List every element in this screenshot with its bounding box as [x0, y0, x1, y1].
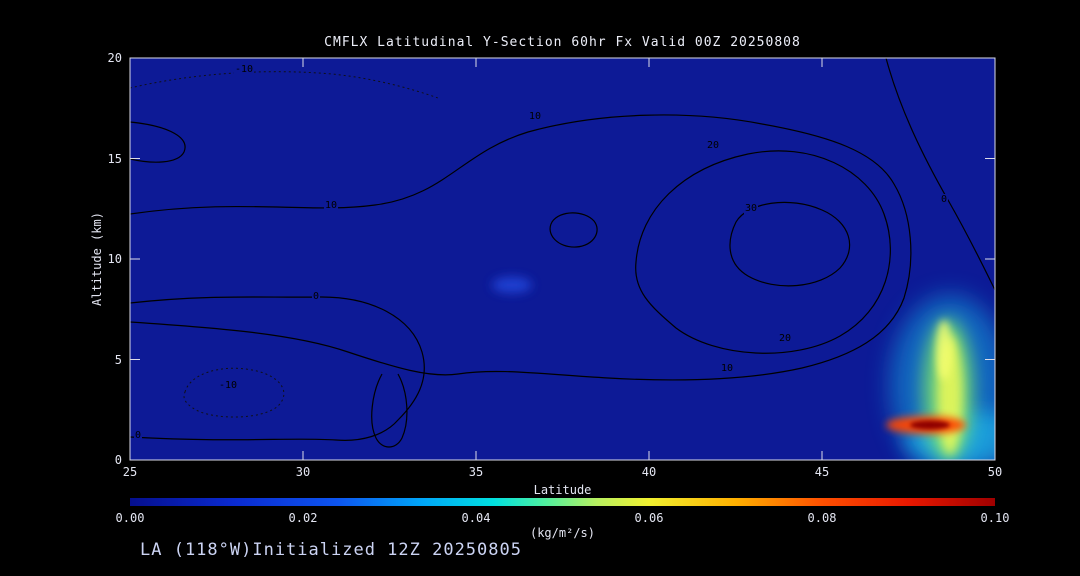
- y-tick-0: 0: [114, 453, 122, 467]
- colorbar-tick-004: 0.04: [461, 511, 491, 525]
- contour-label: 20: [706, 140, 721, 152]
- plot-area-background: [130, 58, 995, 460]
- x-tick-45: 45: [814, 465, 830, 479]
- contour-line-bottom-notch: [371, 373, 408, 448]
- x-tick-40: 40: [641, 465, 657, 479]
- contour-label: 0: [312, 291, 321, 303]
- y-tick-15: 15: [107, 152, 122, 166]
- colorbar-units-label: (kg/m²/s): [529, 526, 596, 540]
- contour-label: 0: [134, 430, 143, 442]
- contour-label: -10: [218, 380, 239, 392]
- axis-ticks: [129, 57, 996, 461]
- contour-line-10-outer: [130, 114, 912, 381]
- contour-label: 0: [940, 194, 949, 206]
- contour-label: 30: [744, 203, 759, 215]
- colorbar-tick-006: 0.06: [634, 511, 664, 525]
- dashed-contours: [130, 71, 439, 418]
- contour-line-30-west-blob: [549, 212, 598, 248]
- x-tick-50: 50: [987, 465, 1003, 479]
- init-annotation: LA (118°W)Initialized 12Z 20250805: [140, 540, 522, 560]
- contour-line-20: [635, 150, 891, 354]
- y-tick-10: 10: [107, 252, 122, 266]
- contour-line-neg10-top: [130, 71, 439, 99]
- plume-yellow-upper: [936, 320, 952, 380]
- x-tick-35: 35: [468, 465, 484, 479]
- colorbar-tick-010: 0.10: [980, 511, 1010, 525]
- colorbar-tick-002: 0.02: [288, 511, 318, 525]
- contour-label: 10: [528, 111, 543, 123]
- x-tick-25: 25: [122, 465, 138, 479]
- contour-label: 10: [720, 363, 735, 375]
- contour-line-30: [729, 201, 851, 287]
- chart-title: CMFLX Latitudinal Y-Section 60hr Fx Vali…: [324, 35, 801, 50]
- colorbar-tick-008: 0.08: [807, 511, 837, 525]
- colorbar-tick-000: 0.00: [115, 511, 145, 525]
- contour-line-0-left: [130, 296, 425, 441]
- x-tick-30: 30: [295, 465, 311, 479]
- faint-flux-patch: [492, 277, 532, 293]
- y-tick-20: 20: [107, 51, 122, 65]
- contour-label: -10: [234, 64, 255, 76]
- y-tick-5: 5: [114, 353, 122, 367]
- contour-label: 10: [324, 200, 339, 212]
- contour-label: 20: [778, 333, 793, 345]
- x-axis-label: Latitude: [533, 483, 592, 497]
- shaded-flux-field: [492, 277, 995, 460]
- colorbar-gradient: [130, 498, 995, 506]
- contour-line-upper-left-hook: [130, 121, 186, 163]
- plume-darkred-core: [910, 420, 950, 430]
